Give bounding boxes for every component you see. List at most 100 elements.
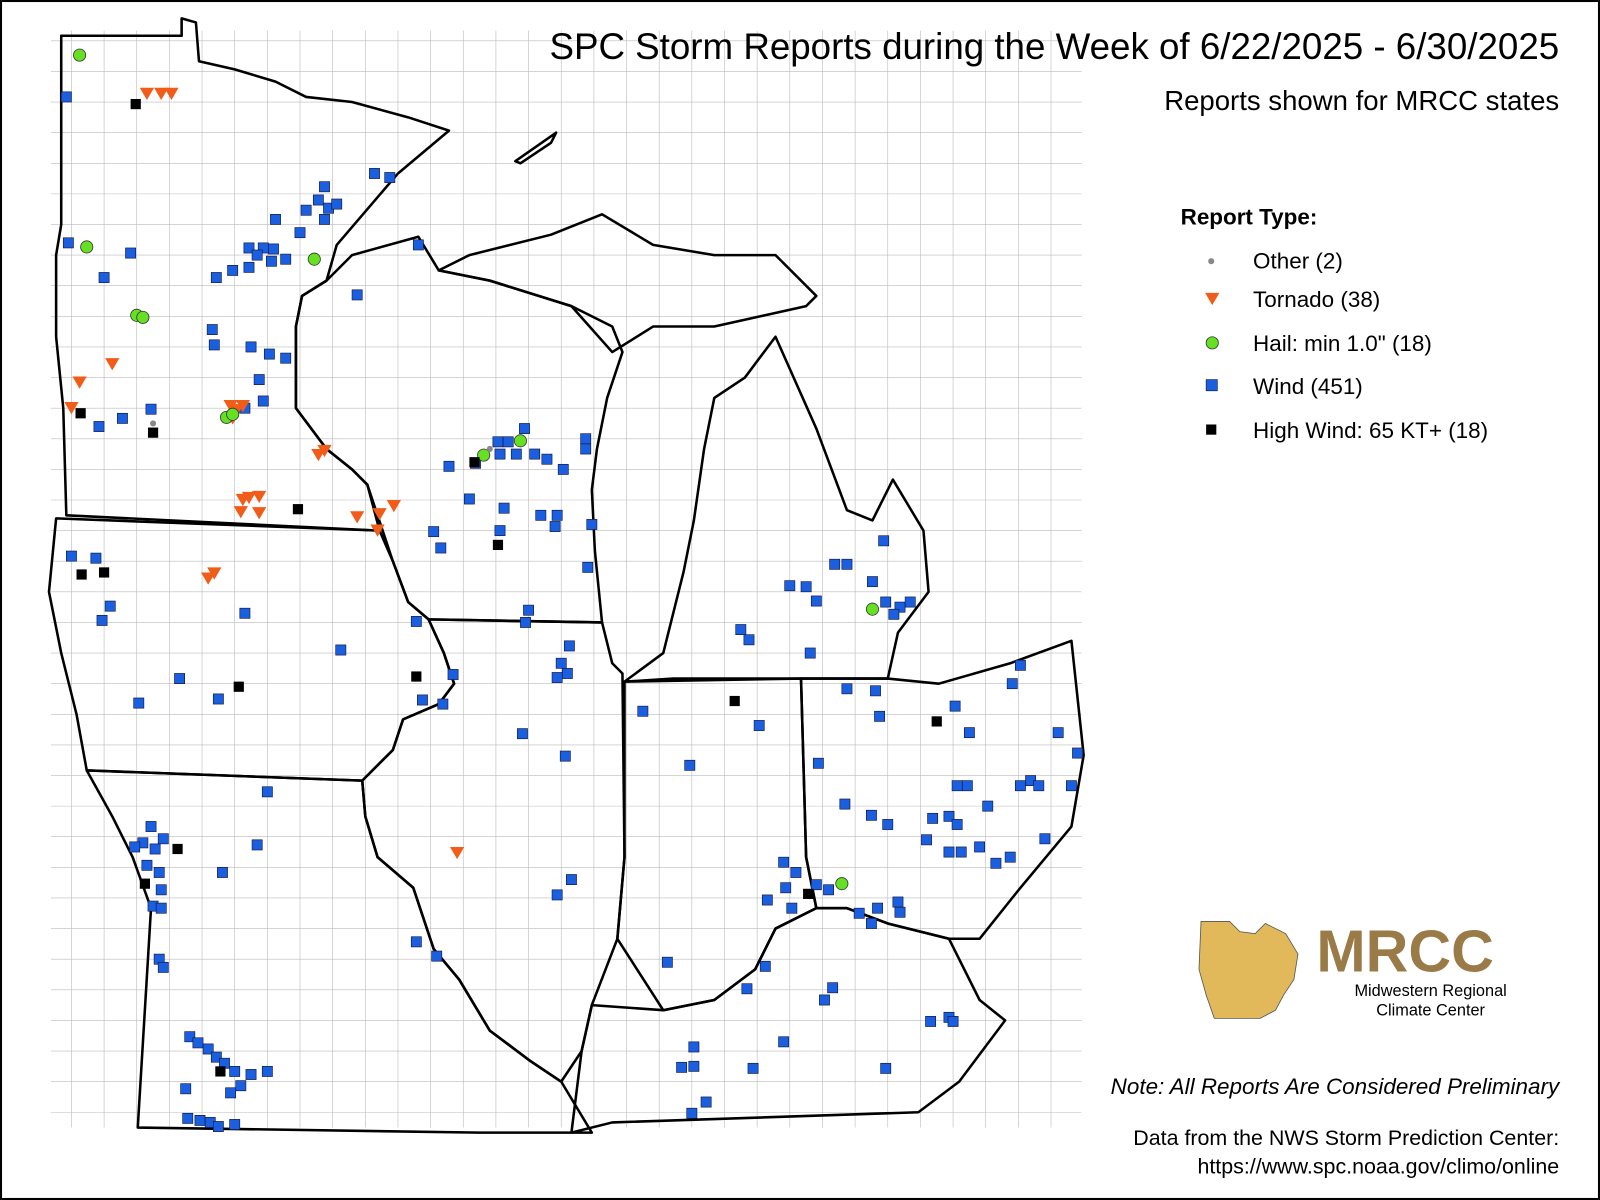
wind-report bbox=[206, 324, 218, 335]
wind-report bbox=[880, 1062, 892, 1074]
wind-report bbox=[117, 412, 128, 424]
wind-report bbox=[417, 694, 428, 706]
wind-report bbox=[982, 800, 994, 812]
wind-report bbox=[963, 727, 975, 739]
wind-report bbox=[428, 526, 440, 538]
wind-report bbox=[894, 906, 906, 918]
wind-report bbox=[502, 436, 514, 448]
wind-report bbox=[251, 249, 263, 261]
wind-report bbox=[786, 902, 798, 914]
wind-report bbox=[559, 750, 571, 762]
wind-report bbox=[747, 1062, 759, 1074]
high-wind-report bbox=[75, 408, 86, 419]
other-report bbox=[486, 445, 493, 453]
wind-report bbox=[800, 581, 812, 593]
high-wind-report bbox=[492, 539, 504, 550]
wind-report bbox=[202, 1043, 214, 1055]
wind-report bbox=[157, 961, 169, 973]
wind-report bbox=[829, 558, 841, 570]
wind-report bbox=[1066, 780, 1077, 792]
hail-report bbox=[307, 252, 321, 266]
wind-report bbox=[331, 198, 343, 210]
wind-report bbox=[98, 272, 110, 283]
wind-report bbox=[580, 443, 592, 455]
high-wind-report bbox=[292, 504, 304, 515]
wind-report bbox=[153, 867, 165, 878]
wind-report bbox=[229, 1119, 241, 1130]
wind-report bbox=[549, 521, 561, 532]
wind-report bbox=[149, 843, 161, 855]
logo-line: Midwestern Regional bbox=[1354, 982, 1506, 1000]
wind-report bbox=[892, 896, 904, 908]
wind-report bbox=[580, 433, 592, 445]
wind-report bbox=[447, 669, 459, 680]
wind-report bbox=[880, 596, 892, 608]
high-wind-report bbox=[233, 681, 244, 692]
tornado-report bbox=[372, 508, 387, 521]
wind-report bbox=[180, 1083, 192, 1095]
tornado-report bbox=[317, 444, 332, 458]
wind-report bbox=[759, 960, 771, 972]
hail-report bbox=[73, 48, 87, 62]
wind-report bbox=[280, 253, 292, 265]
wind-report bbox=[1015, 659, 1026, 671]
wind-report bbox=[955, 846, 967, 858]
high-wind-report bbox=[172, 843, 183, 855]
wind-report bbox=[827, 982, 839, 994]
legend-wind-symbol bbox=[1205, 379, 1218, 392]
wind-report bbox=[217, 867, 228, 878]
legend-tornado-symbol bbox=[1205, 292, 1220, 306]
legend-hail-symbol bbox=[1205, 336, 1219, 350]
logo-map bbox=[1198, 921, 1299, 1019]
wind-report bbox=[735, 624, 747, 635]
wind-report bbox=[804, 647, 816, 659]
wind-report bbox=[810, 595, 822, 607]
tornado-report bbox=[370, 524, 385, 537]
wind-report bbox=[174, 673, 185, 684]
high-wind-report bbox=[469, 457, 480, 468]
wind-report bbox=[684, 759, 696, 771]
wind-report bbox=[661, 956, 673, 968]
wind-report bbox=[753, 720, 765, 731]
wind-report bbox=[1015, 780, 1026, 792]
wind-report bbox=[582, 561, 594, 573]
wind-report bbox=[943, 846, 955, 858]
wind-report bbox=[194, 1115, 206, 1126]
mrcc-logo: MRCC Midwestern Regional Climate Center bbox=[1198, 917, 1507, 1019]
wind-report bbox=[823, 884, 834, 896]
wind-report bbox=[239, 607, 251, 619]
wind-report bbox=[437, 698, 449, 710]
state-borders bbox=[47, 17, 1085, 1134]
subtitle: Reports shown for MRCC states bbox=[1164, 85, 1559, 116]
wind-report bbox=[778, 856, 790, 868]
wind-report bbox=[266, 255, 277, 267]
wind-report bbox=[335, 644, 347, 656]
high-wind-report bbox=[729, 695, 740, 707]
wind-report bbox=[841, 683, 853, 695]
wind-report bbox=[235, 1080, 247, 1092]
source-line: Data from the NWS Storm Prediction Cente… bbox=[1133, 1126, 1559, 1150]
tornado-report bbox=[154, 87, 169, 100]
wind-report bbox=[300, 204, 312, 216]
county-grid bbox=[51, 30, 1082, 1128]
wind-report bbox=[551, 672, 563, 683]
wind-report bbox=[676, 1061, 688, 1073]
wind-report bbox=[1039, 833, 1051, 845]
source-url: https://www.spc.noaa.gov/climo/online bbox=[1197, 1154, 1559, 1178]
wind-report bbox=[688, 1060, 700, 1072]
wind-report bbox=[435, 542, 447, 554]
wind-report bbox=[637, 705, 649, 717]
logo-line: Climate Center bbox=[1376, 1001, 1485, 1019]
tornado-report bbox=[241, 491, 257, 505]
wind-report bbox=[145, 403, 157, 415]
wind-report bbox=[494, 525, 506, 537]
wind-report bbox=[155, 884, 167, 896]
wind-report bbox=[870, 685, 881, 697]
wind-report bbox=[947, 1016, 959, 1027]
wind-report bbox=[90, 552, 102, 564]
wind-report bbox=[492, 436, 504, 448]
wind-report bbox=[60, 91, 72, 103]
legend-item: Wind (451) bbox=[1253, 374, 1363, 399]
